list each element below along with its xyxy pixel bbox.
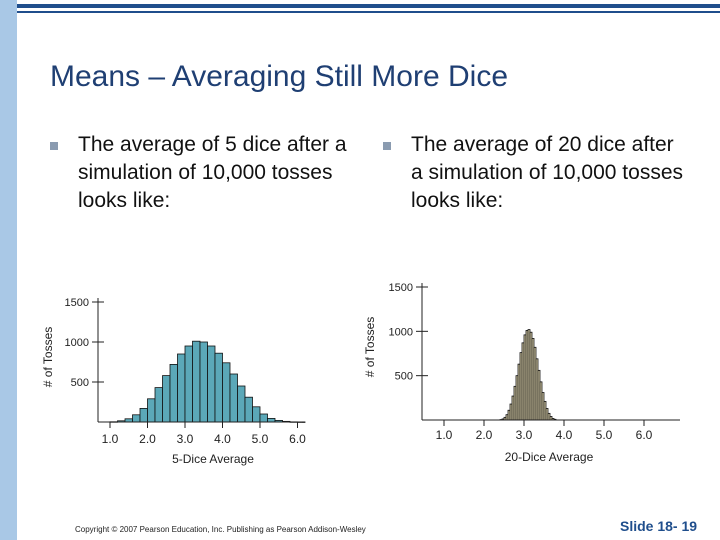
top-rule-thick [17, 4, 720, 8]
bullet-left: The average of 5 dice after a simulation… [50, 131, 358, 215]
y-tick-label: 500 [395, 371, 413, 383]
histogram-bar [154, 387, 163, 423]
histogram-bar [259, 413, 268, 423]
histogram-bar [252, 406, 261, 423]
histogram-bar [237, 385, 246, 423]
x-tick-label: 1.0 [436, 428, 453, 442]
x-tick-label: 6.0 [289, 432, 306, 446]
histogram-bar [222, 362, 231, 423]
top-rule-thin [17, 11, 720, 13]
x-tick-label: 5.0 [252, 432, 269, 446]
bullet-left-text: The average of 5 dice after a simulation… [78, 133, 347, 212]
y-axis-label: # of Tosses [41, 327, 55, 387]
bullet-square-icon [50, 142, 58, 150]
histogram-bar [177, 353, 186, 423]
histogram-bar [147, 398, 156, 423]
histogram-bar [199, 341, 208, 423]
y-tick-label: 1000 [389, 326, 413, 338]
histogram-bar [207, 345, 216, 423]
bullet-square-icon [383, 142, 391, 150]
y-axis-label: # of Tosses [363, 317, 377, 377]
histogram-bar [244, 396, 253, 423]
histogram-bar [229, 373, 238, 423]
histogram-bar [132, 414, 141, 423]
histogram-bar [267, 417, 276, 423]
x-axis-label: 20-Dice Average [505, 450, 594, 464]
y-tick-label: 1500 [65, 297, 89, 309]
histogram-bar [192, 340, 201, 423]
x-tick-label: 6.0 [636, 428, 653, 442]
histogram-20-dice: 500 1000 1500 1.0 2.0 3.0 4.0 5.0 6.0 20-Dice Ave… [363, 282, 680, 464]
slide-title: Means – Averaging Still More Dice [50, 60, 508, 93]
x-tick-label: 2.0 [476, 428, 493, 442]
histogram-bar [162, 375, 171, 423]
left-accent-bar [0, 0, 17, 540]
x-tick-label: 3.0 [516, 428, 533, 442]
x-axis-label: 5-Dice Average [172, 452, 254, 466]
y-tick-label: 1500 [389, 282, 413, 294]
x-tick-label: 5.0 [596, 428, 613, 442]
y-tick-label: 1000 [65, 337, 89, 349]
x-tick-label: 3.0 [177, 432, 194, 446]
x-tick-label: 4.0 [214, 432, 231, 446]
histogram-bar [184, 345, 193, 423]
histogram-bar [214, 352, 223, 423]
histogram-5-dice: 500 1000 1500 1.0 2.0 3.0 4.0 5.0 6.0 5-Dice Aver… [41, 297, 306, 466]
x-tick-label: 4.0 [556, 428, 573, 442]
slide-number: Slide 18- 19 [620, 518, 698, 534]
histogram-bar [169, 364, 178, 423]
bullet-right: The average of 20 dice after a simulatio… [383, 131, 691, 215]
y-tick-label: 500 [71, 377, 89, 389]
x-tick-label: 1.0 [102, 432, 119, 446]
x-tick-label: 2.0 [139, 432, 156, 446]
copyright-footer: Copyright © 2007 Pearson Education, Inc.… [75, 525, 366, 534]
bullet-right-text: The average of 20 dice after a simulatio… [411, 133, 683, 212]
histogram-bar [139, 408, 148, 423]
